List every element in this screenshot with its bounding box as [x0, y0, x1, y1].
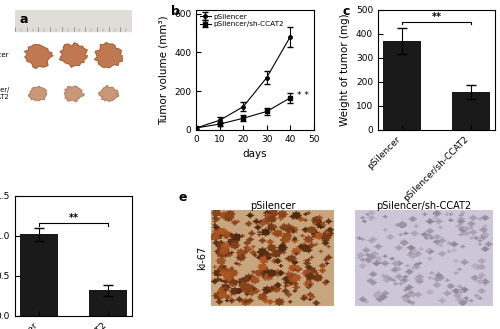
Text: pSilencer/sh-CCAT2: pSilencer/sh-CCAT2: [376, 201, 471, 211]
Polygon shape: [64, 86, 84, 102]
Bar: [383, 41, 421, 130]
Y-axis label: Tumor volume (mm³): Tumor volume (mm³): [159, 15, 169, 125]
Text: **: **: [432, 12, 442, 22]
Bar: [20, 234, 58, 316]
Text: e: e: [178, 191, 187, 204]
Polygon shape: [99, 86, 119, 102]
Polygon shape: [28, 86, 47, 101]
Text: **: **: [68, 214, 78, 223]
Text: b: b: [170, 5, 179, 18]
Text: c: c: [343, 5, 350, 18]
Text: * *: * *: [297, 91, 309, 100]
Text: a: a: [20, 13, 28, 26]
Text: pSilencer/
sh-CCAT2: pSilencer/ sh-CCAT2: [0, 88, 9, 100]
Polygon shape: [24, 45, 53, 68]
Text: pSilencer: pSilencer: [0, 52, 9, 59]
Polygon shape: [60, 43, 88, 67]
Bar: [89, 290, 127, 316]
Bar: [452, 92, 490, 130]
Polygon shape: [94, 42, 122, 68]
Y-axis label: Weight of tumor (mg): Weight of tumor (mg): [340, 13, 350, 126]
Legend: pSilencer, pSilencer/sh-CCAT2: pSilencer, pSilencer/sh-CCAT2: [200, 13, 283, 27]
X-axis label: days: days: [242, 149, 268, 159]
Text: pSilencer: pSilencer: [250, 201, 296, 211]
Bar: [15, 10, 132, 32]
Text: ki-67: ki-67: [198, 246, 207, 270]
